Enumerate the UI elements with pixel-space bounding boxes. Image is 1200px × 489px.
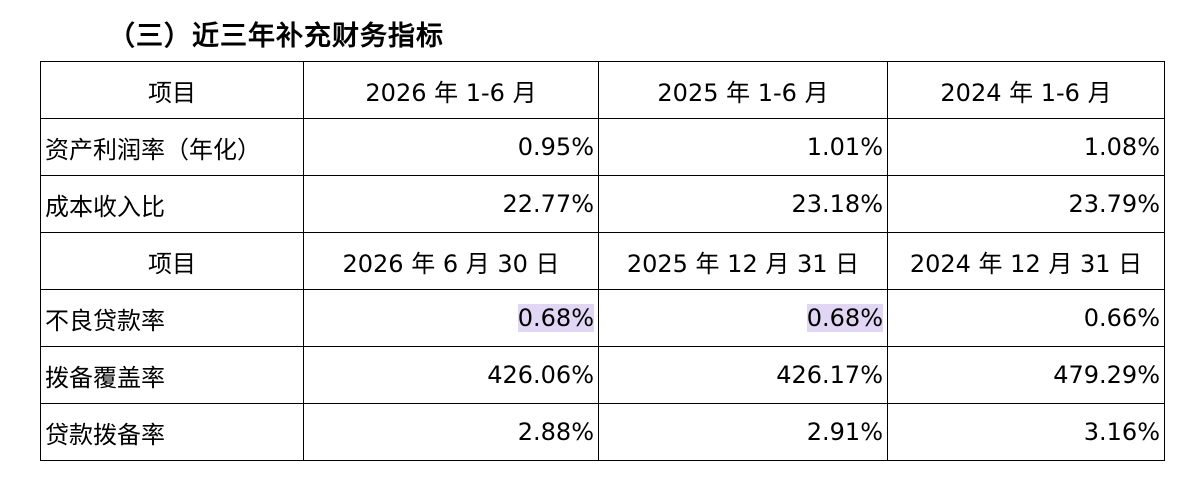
table-row: 资产利润率（年化） 0.95% 1.01% 1.08% — [40, 118, 1165, 176]
table-cell: 1.01% — [598, 118, 888, 176]
header-cell-2024-h1: 2024 年 1-6 月 — [887, 61, 1165, 119]
row-label: 不良贷款率 — [40, 289, 304, 347]
table-cell: 0.95% — [303, 118, 599, 176]
row-label: 成本收入比 — [40, 175, 304, 233]
header-cell-2026-h1: 2026 年 1-6 月 — [303, 61, 599, 119]
table-cell: 0.68% — [598, 289, 888, 347]
header-cell-item: 项目 — [40, 61, 304, 119]
table-cell: 22.77% — [303, 175, 599, 233]
table-cell: 0.68% — [303, 289, 599, 347]
header-cell-2025-12-31: 2025 年 12 月 31 日 — [598, 232, 888, 290]
header-cell-2024-12-31: 2024 年 12 月 31 日 — [887, 232, 1165, 290]
table-cell: 426.06% — [303, 346, 599, 404]
table-row: 拨备覆盖率 426.06% 426.17% 479.29% — [40, 346, 1165, 404]
table-header-row: 项目 2026 年 1-6 月 2025 年 1-6 月 2024 年 1-6 … — [40, 61, 1165, 119]
table-row: 贷款拨备率 2.88% 2.91% 3.16% — [40, 403, 1165, 461]
table-cell: 23.79% — [887, 175, 1165, 233]
header-cell-2025-h1: 2025 年 1-6 月 — [598, 61, 888, 119]
table-cell: 426.17% — [598, 346, 888, 404]
table-cell: 1.08% — [887, 118, 1165, 176]
row-label: 资产利润率（年化） — [40, 118, 304, 176]
row-label: 贷款拨备率 — [40, 403, 304, 461]
header-cell-item: 项目 — [40, 232, 304, 290]
row-label: 拨备覆盖率 — [40, 346, 304, 404]
table-cell: 479.29% — [887, 346, 1165, 404]
table-row: 成本收入比 22.77% 23.18% 23.79% — [40, 175, 1165, 233]
table-cell: 2.91% — [598, 403, 888, 461]
header-cell-2026-06-30: 2026 年 6 月 30 日 — [303, 232, 599, 290]
table-cell: 3.16% — [887, 403, 1165, 461]
table-row: 不良贷款率 0.68% 0.68% 0.66% — [40, 289, 1165, 347]
table-cell: 2.88% — [303, 403, 599, 461]
financial-indicators-table: 项目 2026 年 1-6 月 2025 年 1-6 月 2024 年 1-6 … — [40, 61, 1165, 461]
table-cell: 0.66% — [887, 289, 1165, 347]
highlighted-value: 0.68% — [517, 304, 594, 332]
table-cell: 23.18% — [598, 175, 888, 233]
highlighted-value: 0.68% — [806, 304, 883, 332]
table-header-row: 项目 2026 年 6 月 30 日 2025 年 12 月 31 日 2024… — [40, 232, 1165, 290]
section-title: （三）近三年补充财务指标 — [108, 21, 444, 52]
